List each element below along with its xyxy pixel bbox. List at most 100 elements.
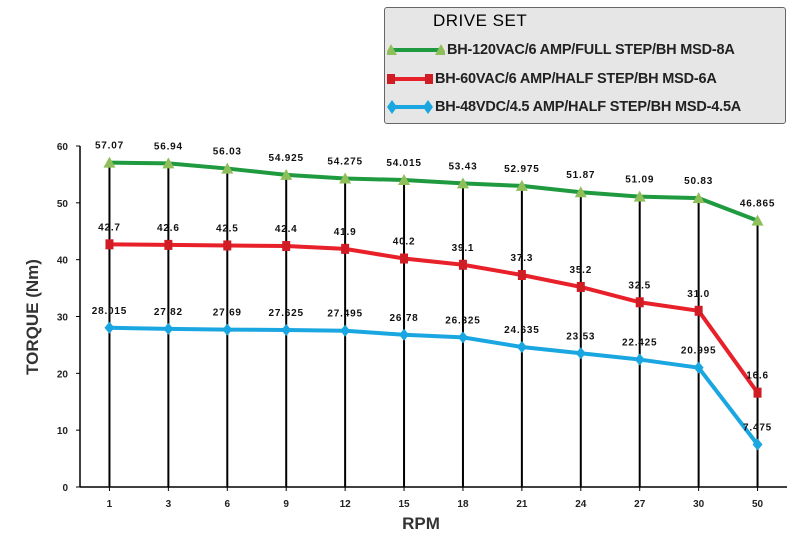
- data-label: 31.0: [687, 289, 710, 300]
- data-label: 27.495: [327, 309, 362, 320]
- triangle-marker-icon: [387, 44, 445, 55]
- diamond-point: [104, 321, 115, 334]
- data-label: 54.015: [386, 158, 421, 169]
- x-tick-label: 50: [752, 499, 764, 510]
- axes: 0 10 20 30 40 50 60 1 3 6 9 12 15 18 21 24 27 30 50: [57, 142, 787, 510]
- y-tick-label: 20: [57, 369, 69, 380]
- x-tick-label: 18: [457, 499, 469, 510]
- square-point: [694, 305, 703, 316]
- data-label: 42.4: [275, 224, 298, 235]
- data-label: 42.5: [216, 223, 239, 234]
- triangle-point: [633, 190, 646, 202]
- data-label: 26.78: [390, 313, 419, 324]
- data-label: 27.82: [154, 307, 183, 318]
- y-tick-label: 50: [57, 199, 69, 210]
- square-point: [164, 239, 173, 250]
- data-label: 46.865: [740, 199, 775, 210]
- square-point: [223, 240, 232, 251]
- data-label: 52.975: [504, 164, 539, 175]
- diamond-point: [457, 331, 468, 344]
- triangle-point: [221, 162, 234, 174]
- square-point: [635, 297, 644, 308]
- data-label: 35.2: [569, 265, 592, 276]
- square-point: [105, 239, 114, 250]
- legend-item-series-1: BH-120VAC/6 AMP/FULL STEP/BH MSD-8A: [387, 38, 735, 62]
- data-label: 24.635: [504, 325, 539, 336]
- x-tick-label: 6: [225, 499, 231, 510]
- diamond-point: [693, 361, 704, 374]
- diamond-point: [752, 438, 763, 451]
- diamond-point: [281, 323, 292, 336]
- legend-label: BH-120VAC/6 AMP/FULL STEP/BH MSD-8A: [447, 42, 735, 58]
- series-lines: [103, 156, 764, 451]
- data-label: 7.475: [743, 423, 772, 434]
- x-tick-label: 1: [107, 499, 113, 510]
- data-label: 54.925: [269, 153, 304, 164]
- triangle-point: [456, 177, 469, 189]
- data-label: 37.3: [511, 253, 534, 264]
- data-label: 27.69: [213, 308, 242, 319]
- legend-item-series-2: BH-60VAC/6 AMP/HALF STEP/BH MSD-6A: [387, 67, 717, 91]
- y-tick-label: 0: [62, 483, 68, 494]
- vertical-drop-lines: [108, 162, 759, 487]
- y-axis-title: TORQUE (Nm): [23, 259, 42, 375]
- x-tick-label: 15: [398, 499, 410, 510]
- square-point: [458, 259, 467, 270]
- data-labels: 57.07 56.94 56.03 54.925 54.275 54.015 53.43 52…: [92, 141, 775, 434]
- square-point: [576, 281, 585, 292]
- square-marker-icon: [387, 74, 433, 84]
- x-tick-label: 30: [693, 499, 705, 510]
- x-tick-label: 9: [283, 499, 289, 510]
- diamond-point: [634, 353, 645, 366]
- data-label: 23.53: [566, 331, 595, 342]
- square-point: [517, 270, 526, 281]
- diamond-point: [516, 340, 527, 353]
- triangle-point: [515, 179, 528, 191]
- data-label: 40.2: [393, 237, 416, 248]
- x-tick-label: 27: [634, 499, 646, 510]
- triangle-point: [339, 172, 352, 184]
- legend-label: BH-48VDC/4.5 AMP/HALF STEP/BH MSD-4.5A: [435, 99, 742, 115]
- data-label: 56.94: [154, 141, 183, 152]
- x-tick-label: 12: [340, 499, 352, 510]
- diamond-point: [399, 328, 410, 341]
- data-label: 39.1: [452, 243, 475, 254]
- square-point: [753, 387, 762, 398]
- series-line-2: [109, 242, 760, 394]
- square-point: [282, 241, 291, 252]
- triangle-point: [103, 156, 116, 168]
- data-label: 32.5: [628, 280, 651, 291]
- triangle-point: [162, 157, 175, 169]
- triangle-point: [398, 174, 411, 186]
- y-tick-label: 30: [57, 313, 69, 324]
- data-label: 20.995: [681, 346, 716, 357]
- data-label: 41.9: [334, 227, 357, 238]
- data-label: 53.43: [448, 161, 477, 172]
- data-label: 51.09: [625, 175, 654, 186]
- data-label: 42.7: [98, 222, 121, 233]
- diamond-point: [222, 323, 233, 336]
- series-line-1: [109, 160, 759, 223]
- square-point: [400, 253, 409, 264]
- diamond-point: [163, 322, 174, 335]
- data-label: 50.83: [684, 176, 713, 187]
- y-tick-label: 40: [57, 256, 69, 267]
- diamond-point: [575, 347, 586, 360]
- triangle-point: [574, 186, 587, 198]
- data-label: 54.275: [327, 157, 362, 168]
- series-line-3: [109, 325, 760, 446]
- legend-item-series-3: BH-48VDC/4.5 AMP/HALF STEP/BH MSD-4.5A: [387, 95, 741, 119]
- diamond-point: [340, 324, 351, 337]
- y-tick-label: 10: [57, 426, 69, 437]
- triangle-point: [751, 214, 764, 226]
- legend-label: BH-60VAC/6 AMP/HALF STEP/BH MSD-6A: [435, 71, 717, 87]
- legend-title: DRIVE SET: [433, 11, 528, 30]
- data-label: 56.03: [213, 147, 242, 158]
- data-label: 51.87: [566, 170, 595, 181]
- data-label: 22.425: [622, 338, 657, 349]
- x-tick-label: 21: [516, 499, 528, 510]
- data-label: 27.625: [269, 308, 304, 319]
- x-tick-label: 24: [575, 499, 587, 510]
- x-tick-label: 3: [166, 499, 172, 510]
- diamond-marker-icon: [387, 100, 433, 114]
